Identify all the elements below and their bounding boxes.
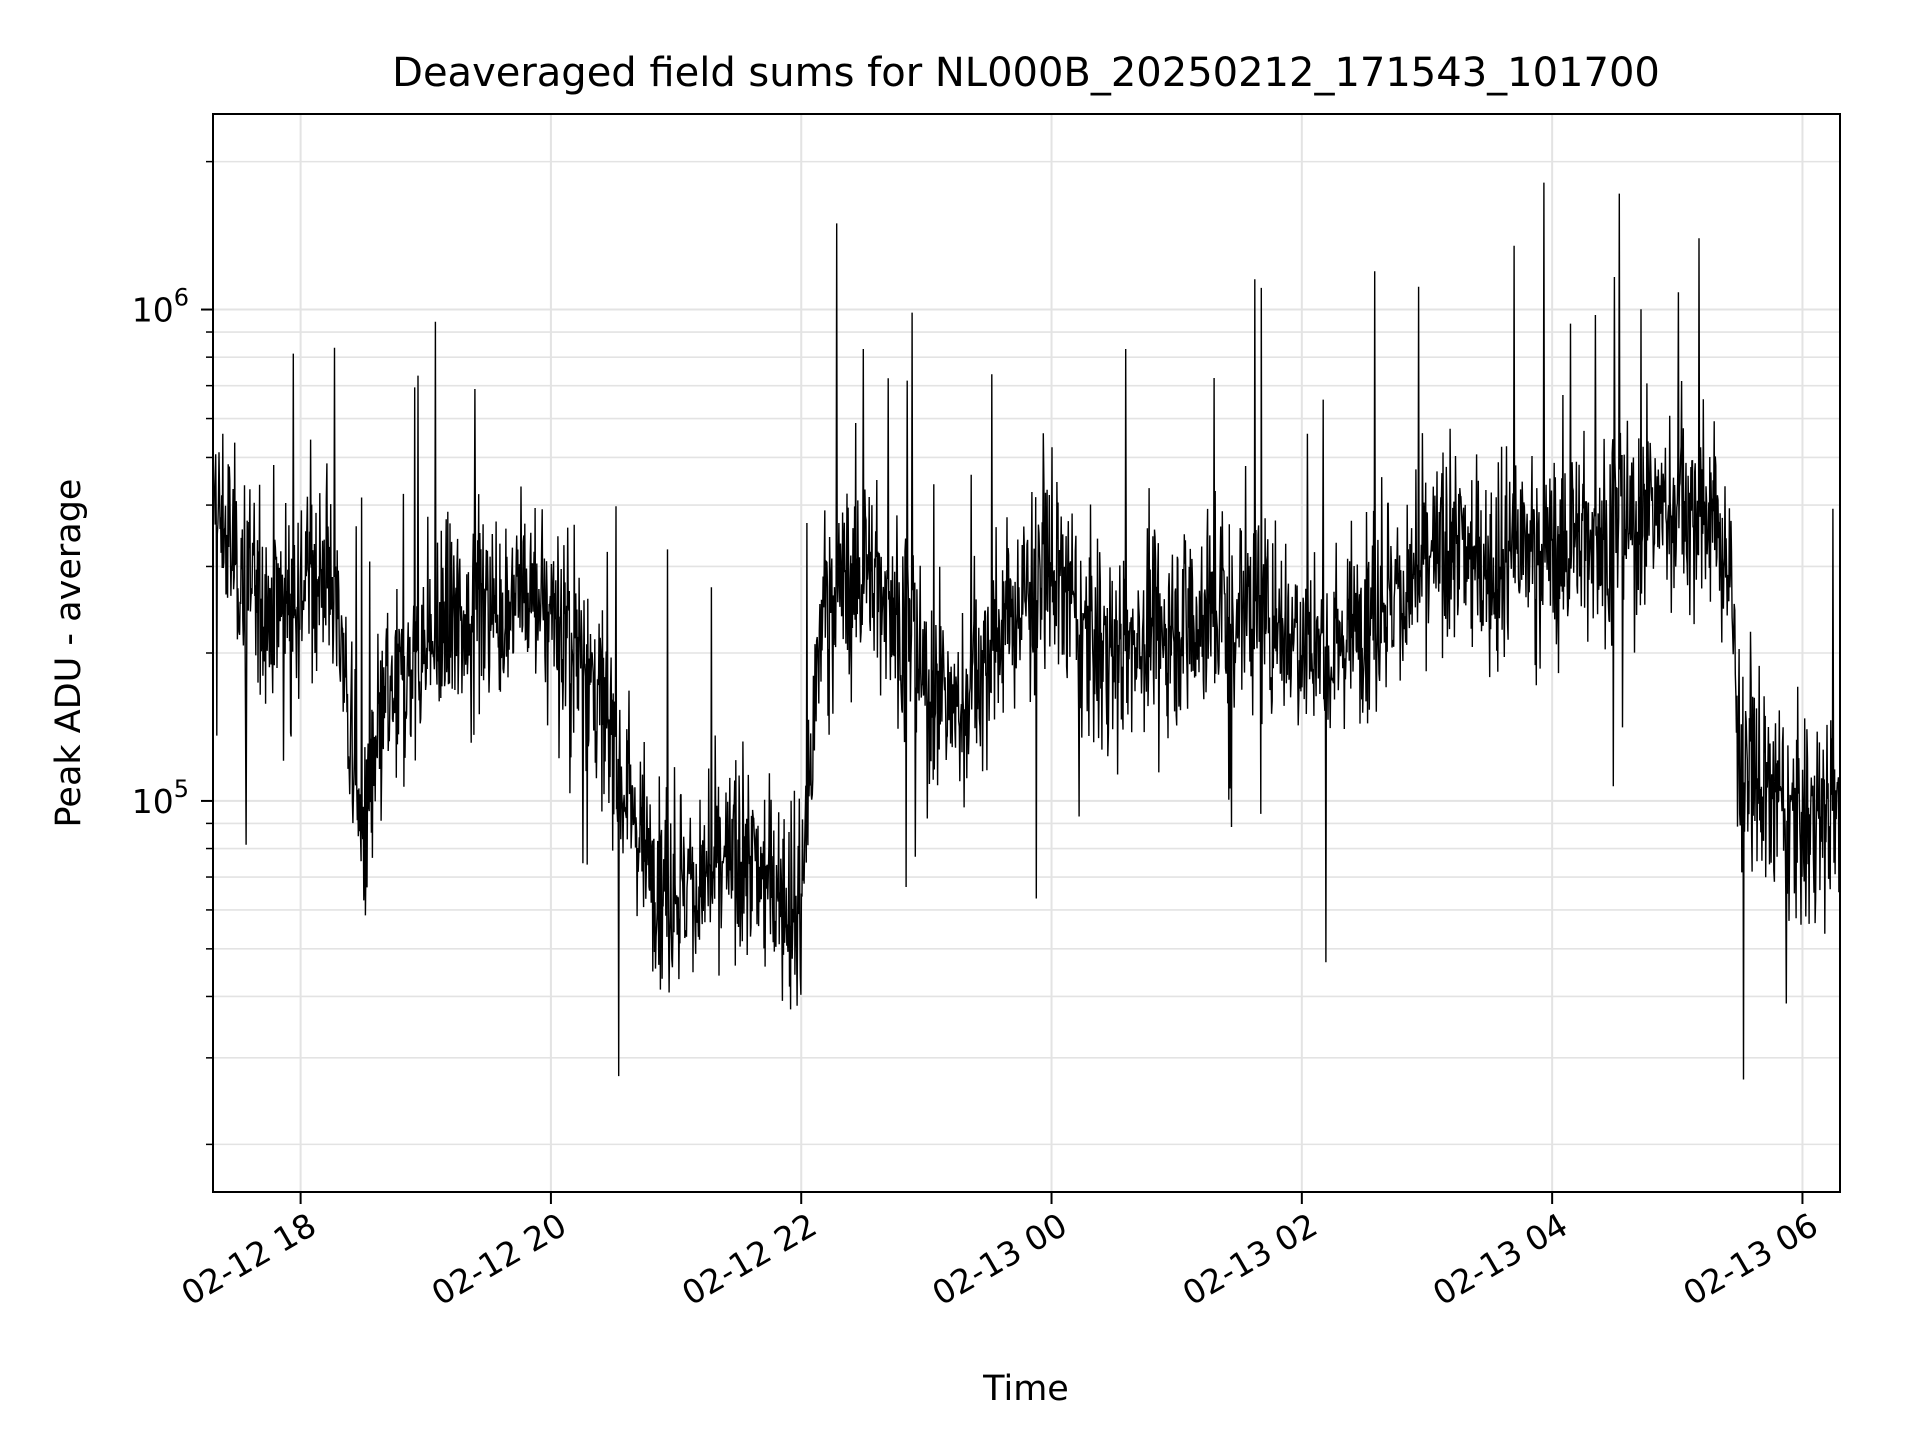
plot-area bbox=[213, 182, 1840, 1080]
y-tick-label: 105 bbox=[132, 775, 189, 821]
series-line bbox=[213, 182, 1840, 1080]
x-axis-label: Time bbox=[982, 1369, 1069, 1409]
y-axis-label: Peak ADU - average bbox=[49, 479, 89, 828]
chart-title: Deaveraged field sums for NL000B_2025021… bbox=[392, 50, 1660, 96]
